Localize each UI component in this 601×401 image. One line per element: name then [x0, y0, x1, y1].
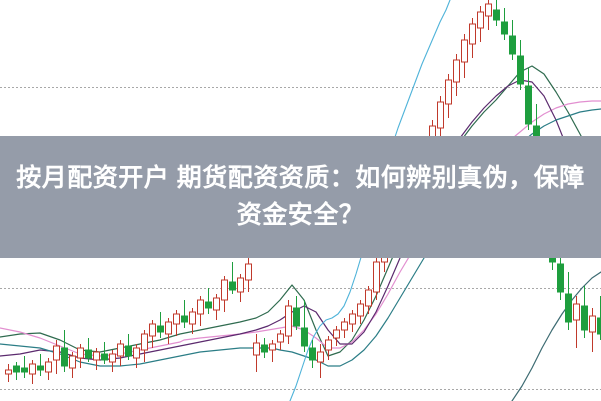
candle-upper — [365, 286, 372, 314]
candle-lower — [29, 360, 36, 384]
candle-lower — [5, 364, 12, 382]
candle-upper — [373, 258, 380, 300]
candle-upper — [437, 96, 444, 140]
candle-lower — [197, 296, 204, 326]
candle-upper — [341, 318, 348, 338]
candle-lower — [125, 334, 132, 360]
candle-upper — [493, 0, 500, 26]
candle-lower — [237, 274, 244, 302]
candle-lower — [205, 288, 212, 314]
candle-lower — [61, 330, 68, 372]
candle-lower — [77, 344, 84, 368]
candle-lower — [133, 344, 140, 368]
candle-lower — [21, 356, 28, 378]
candle-upper — [293, 296, 300, 330]
candle-lower — [213, 294, 220, 320]
candle-lower — [165, 318, 172, 344]
candle-upper — [357, 300, 364, 324]
candle-upper — [253, 334, 260, 372]
candle-lower — [245, 258, 252, 292]
candle-lower — [85, 338, 92, 362]
candle-upper — [477, 6, 484, 42]
title-overlay-band: 按月配资开户 期货配资资质：如何辨别真伪，保障资金安全？ — [0, 136, 601, 258]
page-title: 按月配资开户 期货配资资质：如何辨别真伪，保障资金安全？ — [16, 164, 585, 229]
gridlines — [0, 87, 601, 390]
candle-lower — [13, 362, 20, 380]
candle-lower — [45, 358, 52, 380]
candle-lower — [53, 340, 60, 374]
candle-lower — [69, 352, 76, 378]
candle-upper — [277, 330, 284, 350]
candle-upper — [261, 338, 268, 358]
candle-lower — [93, 348, 100, 370]
candle-upper — [349, 310, 356, 332]
candle-upper — [573, 296, 580, 348]
candle-upper — [581, 286, 588, 338]
candle-upper — [509, 20, 516, 60]
candle-lower — [189, 308, 196, 334]
ma-line-ma-long — [511, 271, 601, 401]
candle-upper — [301, 300, 308, 352]
candle-lower — [109, 350, 116, 372]
candlesticks — [5, 0, 601, 384]
candle-upper — [485, 0, 492, 30]
candle-upper — [517, 40, 524, 90]
candle-upper — [525, 68, 532, 130]
candle-upper — [333, 326, 340, 346]
candle-upper — [469, 18, 476, 58]
candle-lower — [173, 310, 180, 336]
candle-upper — [461, 34, 468, 78]
candle-lower — [141, 330, 148, 362]
candle-lower — [37, 354, 44, 376]
candle-upper — [501, 8, 508, 40]
candle-upper — [309, 340, 316, 368]
candle-lower — [221, 276, 228, 312]
candle-lower — [101, 342, 108, 364]
candle-lower — [181, 300, 188, 328]
candle-upper — [269, 340, 276, 362]
candle-lower — [157, 312, 164, 338]
candle-upper — [445, 74, 452, 118]
candle-upper — [589, 308, 596, 352]
candle-upper — [285, 300, 292, 344]
candle-upper — [325, 336, 332, 360]
candle-upper — [453, 54, 460, 96]
candle-lower — [149, 320, 156, 348]
candle-lower — [229, 262, 236, 294]
candle-upper — [565, 272, 572, 330]
candle-upper — [317, 344, 324, 378]
candle-lower — [117, 340, 124, 366]
